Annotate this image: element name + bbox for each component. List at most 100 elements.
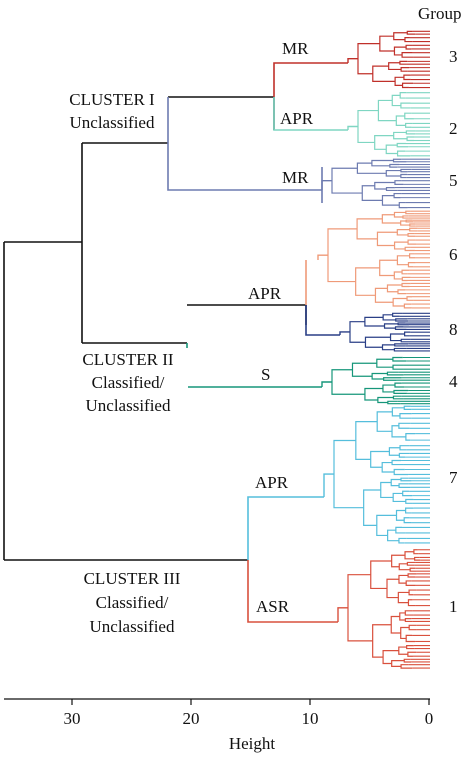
group-label-1: 1 [449, 597, 458, 616]
subtree-link [394, 382, 404, 388]
group-subtree-5 [321, 158, 430, 209]
subtree-link [391, 407, 405, 417]
subtree-link [391, 660, 405, 667]
subtree-link [402, 215, 409, 219]
subtree-link [374, 181, 395, 190]
branch-link-asr [247, 560, 338, 623]
subtree-link [393, 32, 408, 41]
subtree-link [392, 395, 404, 400]
subtree-link [407, 262, 416, 268]
tick-label-10: 10 [302, 709, 319, 728]
subtree-link [372, 65, 396, 82]
subtree-link [405, 580, 416, 586]
cluster-ii-subtitle-1: Classified/ [92, 373, 165, 392]
leaf-subtrees [317, 30, 430, 669]
subtree-link [407, 599, 416, 607]
subtree-link [405, 122, 413, 128]
subtree-link [398, 422, 411, 429]
subtree-link [404, 331, 411, 337]
subtree-link [327, 228, 358, 283]
subtree-link [380, 481, 394, 499]
subtree-link [395, 318, 409, 322]
group-subtree-7 [323, 405, 430, 544]
subtree-link [401, 82, 414, 89]
subtree-link [391, 554, 406, 568]
subtree-link [400, 220, 410, 226]
subtree-link [386, 371, 404, 376]
subtree-link [393, 271, 403, 280]
group-label-6: 6 [449, 245, 458, 264]
subtree-link [405, 210, 415, 215]
subtree-link [394, 343, 409, 347]
tick-label-0: 0 [425, 709, 434, 728]
subtree-link [376, 411, 393, 432]
subtree-link [406, 296, 414, 301]
subtree-link [399, 92, 407, 99]
tick-label-20: 20 [183, 709, 200, 728]
cluster-ii-label: CLUSTER II Classified/ Unclassified [68, 348, 188, 418]
subtree-link [406, 644, 415, 650]
subtree-link [407, 651, 417, 657]
subtree-link [398, 574, 409, 584]
subtree-link [370, 560, 392, 590]
group-root-link [337, 607, 348, 622]
subtree-link [409, 253, 416, 259]
group-root-link [317, 254, 328, 260]
branch-link-apr-lower [247, 496, 324, 560]
subtree-link [400, 626, 410, 640]
cluster-iii-name: CLUSTER III [84, 569, 181, 588]
subtree-link [371, 159, 394, 167]
subtree-link [393, 192, 402, 199]
subtree-link [396, 255, 410, 266]
subtree-link [409, 223, 416, 227]
subtree-link [363, 489, 381, 527]
branch-label-asr: ASR [256, 597, 290, 616]
subtree-link [376, 514, 397, 537]
subtree-link [387, 529, 399, 542]
subtree-link [404, 610, 414, 616]
subtree-link [399, 60, 408, 65]
subtree-link [393, 468, 409, 476]
x-axis [4, 698, 430, 705]
subtree-link [398, 452, 410, 458]
group-subtree-2 [347, 92, 430, 157]
subtree-link [405, 44, 413, 50]
cluster-i-label: CLUSTER I Unclassified [58, 88, 166, 134]
subtree-link [356, 218, 383, 240]
subtree-link [400, 477, 412, 482]
branch-link-apr-upper [273, 97, 348, 131]
subtree-link [403, 405, 412, 410]
subtree-link [404, 618, 413, 623]
subtree-link [393, 389, 409, 394]
subtree-link [377, 99, 397, 122]
group-root-link [321, 381, 332, 387]
subtree-link [402, 490, 413, 497]
subtree-link [399, 412, 412, 419]
subtree-link [364, 336, 391, 348]
subtree-link [404, 246, 415, 252]
group-root-link [339, 331, 350, 335]
subtree-link [349, 321, 366, 343]
group-subtree-3 [347, 30, 430, 89]
subtree-link [405, 498, 414, 504]
subtree-link [374, 134, 394, 150]
subtree-link [407, 232, 416, 237]
subtree-link [383, 323, 399, 329]
subtree-link [397, 591, 410, 604]
subtree-link [406, 136, 415, 142]
subtree-link [399, 445, 410, 451]
subtree-link [331, 369, 365, 395]
subtree-link [364, 387, 383, 401]
group-column-title: Group [418, 4, 461, 23]
subtree-link [351, 362, 377, 377]
subtree-link [361, 185, 383, 201]
branch-label-apr-upper: APR [280, 109, 314, 128]
branch-link-s [186, 343, 322, 388]
subtree-link [386, 578, 399, 599]
subtree-link [400, 67, 410, 72]
subtree-link [382, 384, 395, 393]
subtree-link [385, 169, 401, 177]
subtree-link [404, 37, 413, 43]
group-label-3: 3 [449, 47, 458, 66]
